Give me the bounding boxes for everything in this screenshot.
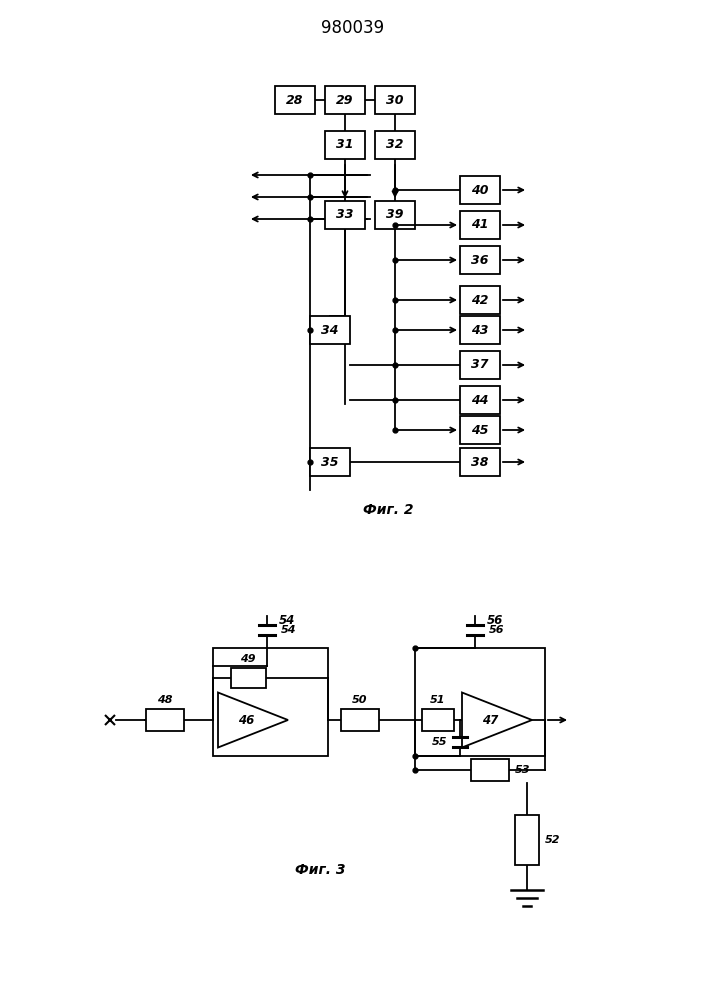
Text: Фиг. 2: Фиг. 2 [363,503,414,517]
Text: 36: 36 [472,253,489,266]
Text: 44: 44 [472,393,489,406]
Bar [460,351,500,379]
Text: 51: 51 [431,695,445,705]
Bar [310,316,350,344]
Text: 37: 37 [472,359,489,371]
Text: 31: 31 [337,138,354,151]
Text: 28: 28 [286,94,304,106]
Bar [146,709,184,731]
Bar [325,201,365,229]
Text: 53: 53 [515,765,530,775]
Bar [375,201,415,229]
Text: 56: 56 [487,613,503,626]
Text: 39: 39 [386,209,404,222]
Bar [515,815,539,865]
Text: 48: 48 [157,695,173,705]
Bar [230,668,266,688]
Bar [460,176,500,204]
Text: 38: 38 [472,456,489,468]
Text: 46: 46 [238,714,254,726]
Bar [275,86,315,114]
Text: 29: 29 [337,94,354,106]
Text: Фиг. 3: Фиг. 3 [295,863,345,877]
Bar [310,448,350,476]
Text: 50: 50 [352,695,368,705]
Text: 55: 55 [431,737,447,747]
Bar [341,709,379,731]
Text: 47: 47 [482,714,498,726]
Text: 43: 43 [472,324,489,336]
Bar [460,246,500,274]
Bar [460,286,500,314]
Text: 52: 52 [545,835,561,845]
Polygon shape [462,692,532,748]
Polygon shape [218,692,288,748]
Text: 980039: 980039 [322,19,385,37]
Bar [460,448,500,476]
Bar [460,416,500,444]
Text: 56: 56 [489,625,505,635]
Text: 41: 41 [472,219,489,232]
Text: 40: 40 [472,184,489,196]
Bar [422,709,454,731]
Bar [460,386,500,414]
Bar [375,86,415,114]
Bar [415,648,545,756]
Text: 45: 45 [472,424,489,436]
Bar [325,131,365,159]
Bar [325,86,365,114]
Text: 49: 49 [240,654,256,664]
Text: 54: 54 [281,625,296,635]
Text: 35: 35 [321,456,339,468]
Bar [460,211,500,239]
Bar [375,131,415,159]
Text: 42: 42 [472,294,489,306]
Bar [471,759,509,781]
Text: 33: 33 [337,209,354,222]
Bar [213,648,328,756]
Text: 32: 32 [386,138,404,151]
Bar [460,316,500,344]
Text: 54: 54 [279,613,296,626]
Text: 30: 30 [386,94,404,106]
Text: 34: 34 [321,324,339,336]
